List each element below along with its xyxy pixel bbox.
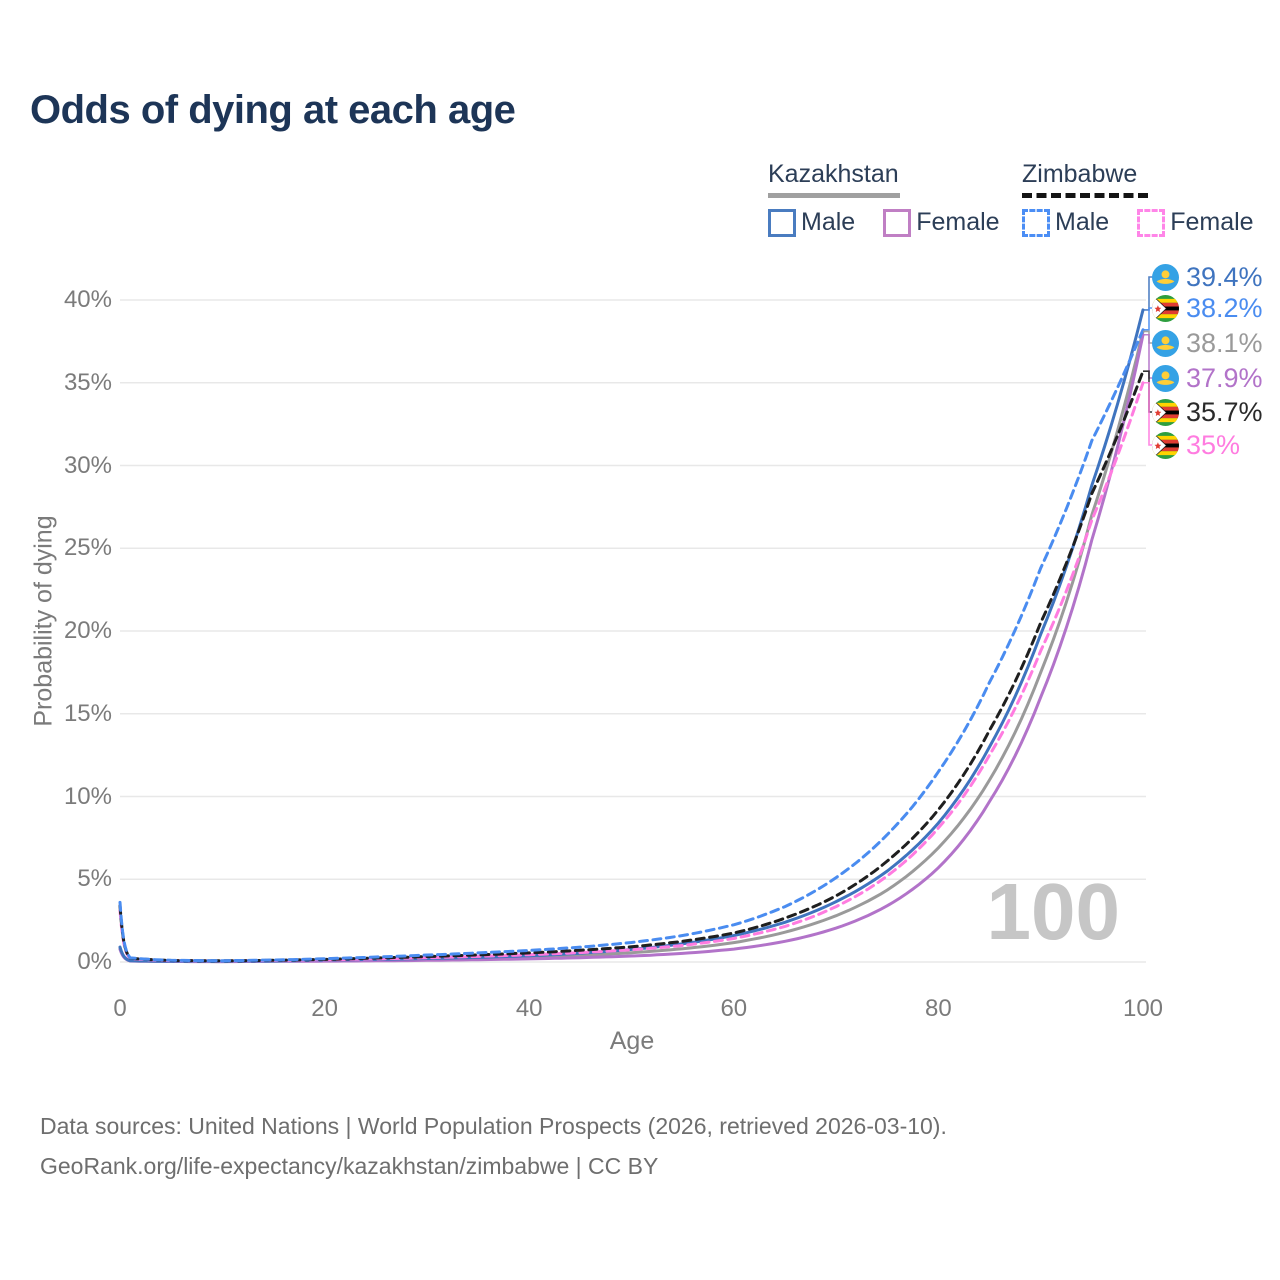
end-label-value: 38.1% <box>1186 327 1263 358</box>
legend-item-zimbabwe-male[interactable]: Male <box>1022 208 1109 237</box>
x-tick-label: 60 <box>720 995 748 1022</box>
legend-country-zimbabwe: Zimbabwe <box>1022 160 1138 188</box>
end-label-kz_total: 38.1% <box>1152 327 1263 359</box>
y-tick-label: 15% <box>63 699 112 727</box>
data-source-line: Data sources: United Nations | World Pop… <box>40 1113 947 1139</box>
end-label-zw_male: 38.2% <box>1152 292 1263 324</box>
page-title: Odds of dying at each age <box>30 88 516 132</box>
end-label-zw_female: 35% <box>1152 429 1240 461</box>
end-label-value: 35.7% <box>1186 396 1263 427</box>
y-tick-label: 35% <box>63 368 112 396</box>
legend-label-kazakhstan-male: Male <box>801 208 856 236</box>
end-label-zw_total: 35.7% <box>1152 396 1263 428</box>
legend-item-zimbabwe-female[interactable]: Female <box>1137 208 1254 237</box>
y-axis-title: Probability of dying <box>29 515 58 727</box>
y-tick-label: 25% <box>63 534 112 562</box>
zw_male-curve <box>118 328 1145 963</box>
kazakhstan-flag-icon <box>1152 263 1179 291</box>
zimbabwe-male-checkbox-icon[interactable] <box>1022 208 1050 237</box>
legend-label-zimbabwe-male: Male <box>1055 208 1110 236</box>
x-tick-label: 100 <box>1122 995 1164 1022</box>
end-label-kz_female: 37.9% <box>1152 362 1263 394</box>
legend-label-kazakhstan-female: Female <box>916 208 1000 236</box>
end-label-value: 35% <box>1186 429 1241 460</box>
legend-item-kazakhstan-male[interactable]: Male <box>768 208 855 237</box>
zw_total-curve <box>118 369 1145 963</box>
kazakhstan-flag-icon <box>1152 364 1179 392</box>
kz_male-curve <box>118 308 1145 963</box>
x-tick-label: 80 <box>925 995 952 1022</box>
attribution-line: GeoRank.org/life-expectancy/kazakhstan/z… <box>40 1153 659 1179</box>
zimbabwe-flag-icon <box>1152 398 1179 426</box>
end-label-value: 37.9% <box>1186 362 1263 393</box>
age-watermark: 100 <box>986 867 1120 956</box>
y-tick-label: 10% <box>63 782 112 810</box>
end-label-value: 38.2% <box>1186 292 1263 323</box>
end-label-value: 39.4% <box>1186 261 1263 292</box>
zimbabwe-line-sample <box>1022 193 1148 198</box>
end-label-kz_male: 39.4% <box>1152 261 1263 293</box>
kazakhstan-female-checkbox-icon[interactable] <box>883 208 912 237</box>
legend-group-kazakhstan: Kazakhstan Male Female <box>768 160 1000 237</box>
x-tick-label: 40 <box>515 995 543 1022</box>
y-tick-label: 20% <box>63 617 112 644</box>
zimbabwe-flag-icon <box>1152 294 1179 322</box>
zimbabwe-female-checkbox-icon[interactable] <box>1137 208 1166 237</box>
x-tick-label: 20 <box>311 995 338 1022</box>
y-tick-label: 30% <box>63 451 112 479</box>
y-tick-label: 40% <box>63 286 112 313</box>
x-axis-title: Age <box>609 1027 655 1055</box>
legend-country-kazakhstan: Kazakhstan <box>768 160 899 188</box>
kazakhstan-male-checkbox-icon[interactable] <box>768 208 796 237</box>
y-tick-label: 5% <box>77 865 112 893</box>
kazakhstan-flag-icon <box>1152 329 1179 357</box>
legend-label-zimbabwe-female: Female <box>1170 208 1254 236</box>
kazakhstan-line-sample <box>768 193 900 198</box>
legend-group-zimbabwe: Zimbabwe Male Female <box>1022 160 1254 237</box>
zimbabwe-flag-icon <box>1152 431 1179 459</box>
x-tick-label: 0 <box>113 995 127 1022</box>
legend-item-kazakhstan-female[interactable]: Female <box>883 208 1000 237</box>
footer: Data sources: United Nations | World Pop… <box>40 1106 947 1186</box>
y-tick-label: 0% <box>77 948 112 975</box>
